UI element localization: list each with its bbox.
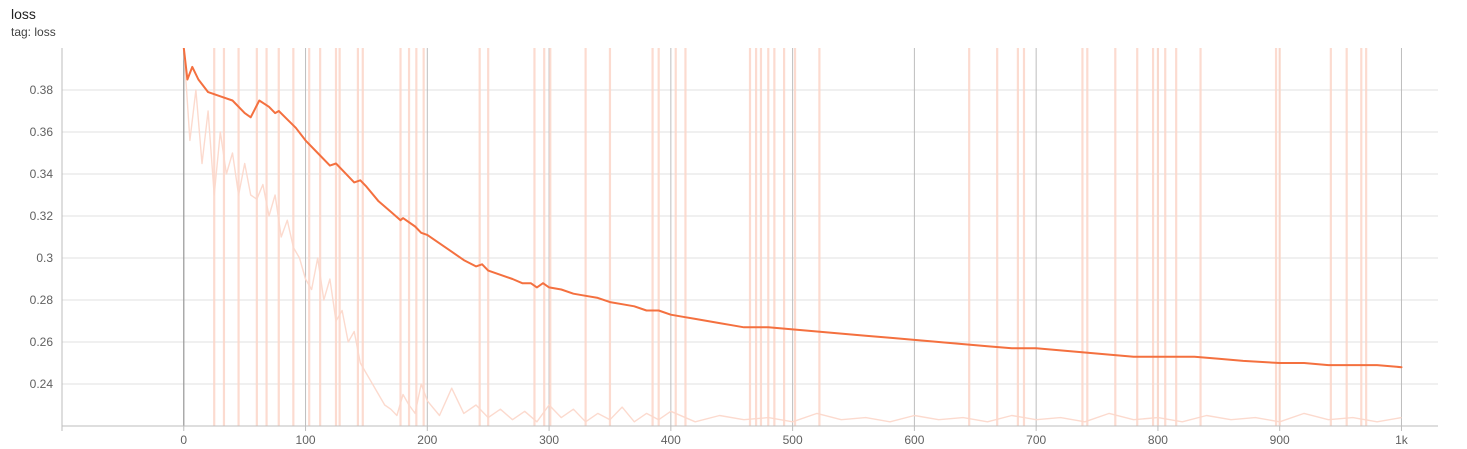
x-tick-labels: 0 100 200 300 400 500 600 700 800 900 1k <box>180 433 1408 447</box>
x-tick-label: 500 <box>783 433 803 447</box>
y-tick-labels: 0.24 0.26 0.28 0.3 0.32 0.34 0.36 0.38 <box>30 83 54 391</box>
raw-series-layer <box>183 48 1402 426</box>
x-tick-label: 0 <box>180 433 187 447</box>
axes <box>61 48 1438 431</box>
vertical-grid <box>183 48 1402 426</box>
x-tick-label: 100 <box>296 433 316 447</box>
y-tick-label: 0.3 <box>36 251 53 265</box>
x-tick-label: 200 <box>417 433 437 447</box>
x-tick-label: 400 <box>661 433 681 447</box>
y-tick-label: 0.26 <box>30 335 54 349</box>
smoothed-series-layer <box>182 48 1403 369</box>
x-tick-label: 600 <box>904 433 924 447</box>
x-tick-label: 1k <box>1395 433 1409 447</box>
x-tick-label: 800 <box>1148 433 1168 447</box>
chart-tag-line: tag: loss <box>11 25 56 39</box>
chart-title: loss <box>11 6 36 22</box>
x-tick-label: 700 <box>1026 433 1046 447</box>
y-tick-label: 0.36 <box>30 125 54 139</box>
y-tick-label: 0.34 <box>30 167 54 181</box>
smoothed-series-line <box>182 48 1403 369</box>
x-tick-label: 900 <box>1270 433 1290 447</box>
y-tick-label: 0.32 <box>30 209 54 223</box>
y-tick-label: 0.28 <box>30 293 54 307</box>
y-tick-label: 0.24 <box>30 377 54 391</box>
y-tick-label: 0.38 <box>30 83 54 97</box>
x-tick-label: 300 <box>539 433 559 447</box>
